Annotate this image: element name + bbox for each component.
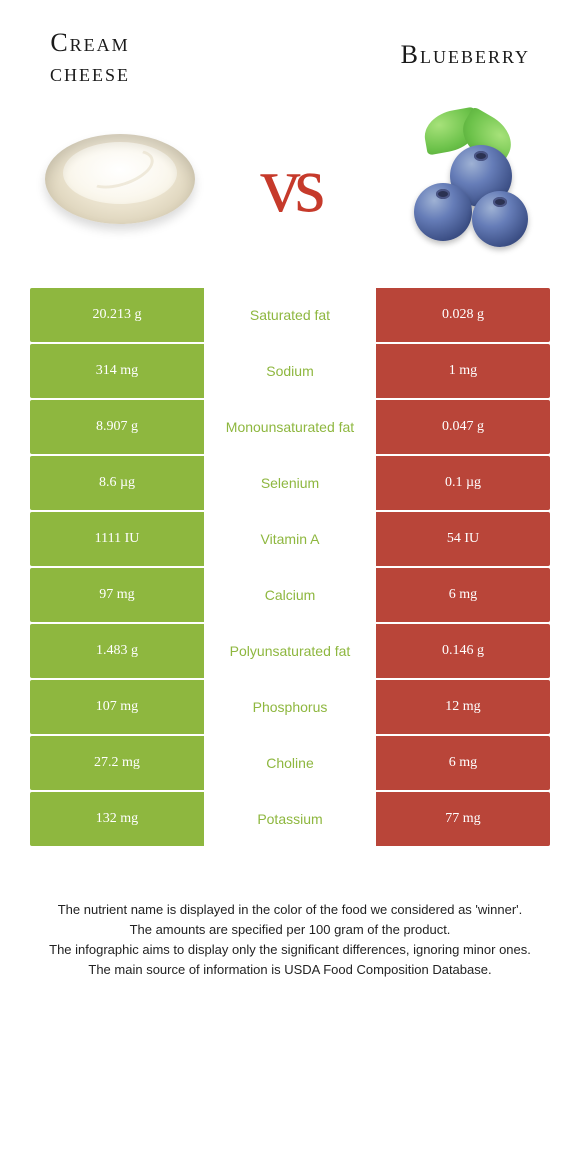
hero-row: vs	[0, 88, 580, 288]
nutrient-label-text: Potassium	[257, 811, 322, 827]
cream-cheese-icon	[40, 106, 200, 266]
table-row: 1.483 g Polyunsaturated fat 0.146 g	[30, 624, 550, 678]
nutrient-label-text: Vitamin A	[261, 531, 320, 547]
table-row: 8.907 g Monounsaturated fat 0.047 g	[30, 400, 550, 454]
nutrient-label: Sodium	[204, 344, 376, 398]
left-value: 20.213 g	[30, 288, 204, 342]
left-value: 314 mg	[30, 344, 204, 398]
left-food-title: Cream cheese	[50, 28, 130, 88]
footer-notes: The nutrient name is displayed in the co…	[0, 848, 580, 981]
nutrient-label: Calcium	[204, 568, 376, 622]
left-value: 8.907 g	[30, 400, 204, 454]
table-row: 8.6 µg Selenium 0.1 µg	[30, 456, 550, 510]
footer-line-3: The infographic aims to display only the…	[34, 940, 546, 960]
nutrient-label-text: Monounsaturated fat	[226, 419, 354, 435]
table-row: 20.213 g Saturated fat 0.028 g	[30, 288, 550, 342]
right-value: 6 mg	[376, 568, 550, 622]
nutrient-label: Selenium	[204, 456, 376, 510]
footer-line-2: The amounts are specified per 100 gram o…	[34, 920, 546, 940]
right-value: 0.1 µg	[376, 456, 550, 510]
left-value: 132 mg	[30, 792, 204, 846]
table-row: 27.2 mg Choline 6 mg	[30, 736, 550, 790]
left-value: 27.2 mg	[30, 736, 204, 790]
nutrient-label: Polyunsaturated fat	[204, 624, 376, 678]
nutrient-label-text: Polyunsaturated fat	[230, 643, 351, 659]
right-value: 54 IU	[376, 512, 550, 566]
footer-line-4: The main source of information is USDA F…	[34, 960, 546, 980]
nutrient-label-text: Saturated fat	[250, 307, 330, 323]
table-row: 107 mg Phosphorus 12 mg	[30, 680, 550, 734]
left-value: 107 mg	[30, 680, 204, 734]
left-value: 8.6 µg	[30, 456, 204, 510]
nutrient-table: 20.213 g Saturated fat 0.028 g 314 mg Sodium…	[0, 288, 580, 846]
nutrient-label: Saturated fat	[204, 288, 376, 342]
nutrient-label-text: Calcium	[265, 587, 316, 603]
left-value: 1111 IU	[30, 512, 204, 566]
right-value: 0.146 g	[376, 624, 550, 678]
right-food-title: Blueberry	[401, 28, 530, 88]
right-value: 0.028 g	[376, 288, 550, 342]
nutrient-label-text: Phosphorus	[253, 699, 328, 715]
nutrient-label: Choline	[204, 736, 376, 790]
table-row: 1111 IU Vitamin A 54 IU	[30, 512, 550, 566]
left-value: 1.483 g	[30, 624, 204, 678]
header: Cream cheese Blueberry	[0, 0, 580, 88]
right-value: 77 mg	[376, 792, 550, 846]
nutrient-label: Monounsaturated fat	[204, 400, 376, 454]
right-value: 0.047 g	[376, 400, 550, 454]
nutrient-label-text: Sodium	[266, 363, 313, 379]
vs-label: vs	[260, 140, 319, 231]
footer-line-1: The nutrient name is displayed in the co…	[34, 900, 546, 920]
table-row: 132 mg Potassium 77 mg	[30, 792, 550, 846]
nutrient-label: Potassium	[204, 792, 376, 846]
table-row: 97 mg Calcium 6 mg	[30, 568, 550, 622]
nutrient-label-text: Choline	[266, 755, 313, 771]
left-value: 97 mg	[30, 568, 204, 622]
nutrient-label: Vitamin A	[204, 512, 376, 566]
nutrient-label: Phosphorus	[204, 680, 376, 734]
right-value: 12 mg	[376, 680, 550, 734]
right-value: 1 mg	[376, 344, 550, 398]
table-row: 314 mg Sodium 1 mg	[30, 344, 550, 398]
right-value: 6 mg	[376, 736, 550, 790]
nutrient-label-text: Selenium	[261, 475, 319, 491]
left-food-title-l1: Cream	[50, 28, 129, 57]
left-food-title-l2: cheese	[50, 58, 130, 87]
blueberry-icon	[380, 106, 540, 266]
